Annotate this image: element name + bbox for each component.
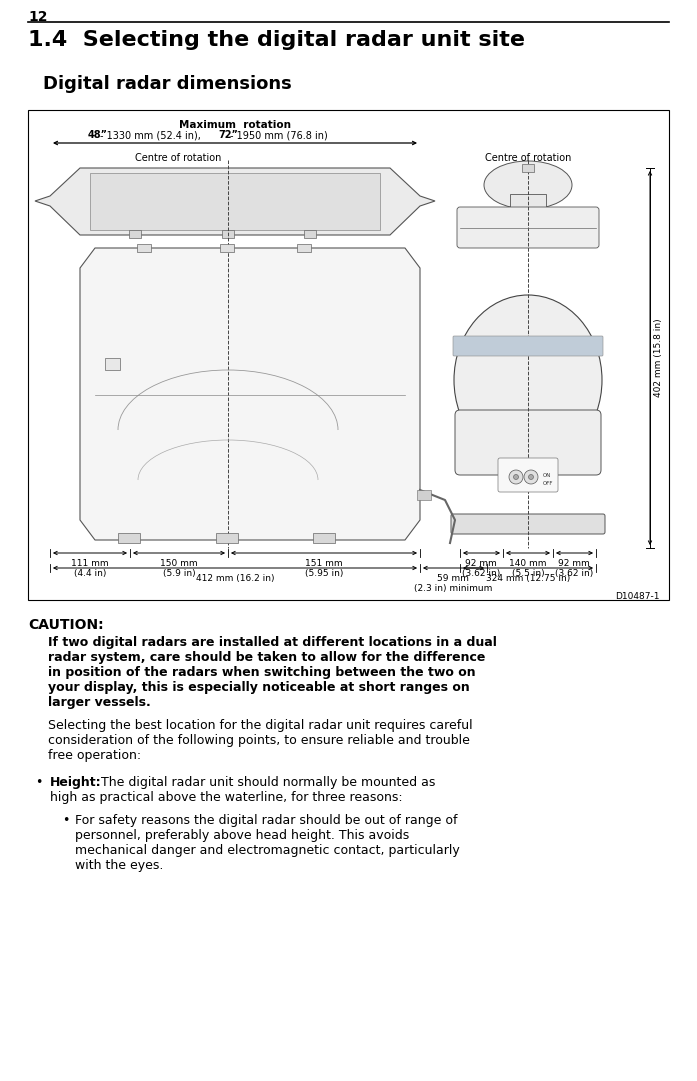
Bar: [28, 110, 669, 600]
Text: Height:: Height:: [50, 776, 102, 789]
Bar: [510, 193, 546, 212]
Text: your display, this is especially noticeable at short ranges on: your display, this is especially noticea…: [48, 681, 470, 694]
Text: 150 mm
(5.9 in): 150 mm (5.9 in): [160, 559, 198, 578]
Text: - 1330 mm (52.4 in),: - 1330 mm (52.4 in),: [100, 130, 204, 141]
Text: 151 mm
(5.95 in): 151 mm (5.95 in): [305, 559, 343, 578]
Text: free operation:: free operation:: [48, 749, 141, 762]
Polygon shape: [35, 168, 435, 235]
Text: •: •: [62, 814, 70, 827]
FancyBboxPatch shape: [453, 336, 603, 356]
Text: •: •: [35, 776, 43, 789]
Circle shape: [524, 470, 538, 484]
Text: in position of the radars when switching between the two on: in position of the radars when switching…: [48, 666, 475, 679]
FancyBboxPatch shape: [451, 513, 605, 534]
Text: 72”: 72”: [218, 130, 238, 141]
Text: CAUTION:: CAUTION:: [28, 618, 104, 632]
Text: Digital radar dimensions: Digital radar dimensions: [43, 75, 292, 93]
FancyBboxPatch shape: [458, 214, 598, 240]
Text: Maximum  rotation: Maximum rotation: [179, 120, 291, 130]
Text: 140 mm
(5.5 in): 140 mm (5.5 in): [510, 559, 546, 578]
Text: For safety reasons the digital radar should be out of range of: For safety reasons the digital radar sho…: [75, 814, 457, 827]
FancyBboxPatch shape: [455, 410, 601, 475]
Bar: [304, 230, 316, 238]
Text: 12: 12: [28, 10, 47, 24]
Circle shape: [509, 470, 523, 484]
Bar: [105, 358, 120, 370]
Text: 1.4  Selecting the digital radar unit site: 1.4 Selecting the digital radar unit sit…: [28, 30, 525, 50]
Bar: [313, 533, 335, 543]
Ellipse shape: [454, 295, 602, 465]
Text: OFF: OFF: [543, 481, 553, 486]
Bar: [417, 490, 431, 501]
Text: Centre of rotation: Centre of rotation: [135, 154, 221, 163]
Text: 402 mm (15.8 in): 402 mm (15.8 in): [654, 319, 663, 398]
Bar: [220, 244, 234, 252]
FancyBboxPatch shape: [498, 458, 558, 492]
Text: 48”: 48”: [88, 130, 108, 141]
Text: personnel, preferably above head height. This avoids: personnel, preferably above head height.…: [75, 829, 409, 842]
Bar: [129, 230, 141, 238]
Text: 92 mm
(3.62 in): 92 mm (3.62 in): [555, 559, 593, 578]
Text: If two digital radars are installed at different locations in a dual: If two digital radars are installed at d…: [48, 636, 497, 649]
Polygon shape: [80, 248, 420, 540]
Bar: [222, 230, 234, 238]
Text: 111 mm
(4.4 in): 111 mm (4.4 in): [71, 559, 109, 578]
Text: radar system, care should be taken to allow for the difference: radar system, care should be taken to al…: [48, 651, 485, 664]
Text: Selecting the best location for the digital radar unit requires careful: Selecting the best location for the digi…: [48, 719, 473, 732]
Text: 92 mm
(3.62 in): 92 mm (3.62 in): [462, 559, 500, 578]
Bar: [118, 533, 140, 543]
Text: 324 mm (12.75 in): 324 mm (12.75 in): [486, 574, 570, 583]
Bar: [137, 244, 151, 252]
Bar: [522, 164, 534, 172]
Text: Centre of rotation: Centre of rotation: [485, 154, 571, 163]
Bar: [216, 533, 238, 543]
Text: high as practical above the waterline, for three reasons:: high as practical above the waterline, f…: [50, 791, 403, 804]
Text: ON: ON: [543, 473, 551, 478]
Circle shape: [514, 475, 519, 480]
Text: consideration of the following points, to ensure reliable and trouble: consideration of the following points, t…: [48, 734, 470, 747]
FancyBboxPatch shape: [457, 206, 599, 248]
Text: 412 mm (16.2 in): 412 mm (16.2 in): [196, 574, 274, 583]
Text: D10487-1: D10487-1: [615, 592, 660, 601]
Text: 59 mm
(2.3 in) minimum: 59 mm (2.3 in) minimum: [414, 574, 492, 593]
Text: with the eyes.: with the eyes.: [75, 859, 163, 872]
Text: - 1950 mm (76.8 in): - 1950 mm (76.8 in): [230, 130, 328, 141]
Polygon shape: [90, 173, 380, 230]
Text: mechanical danger and electromagnetic contact, particularly: mechanical danger and electromagnetic co…: [75, 844, 460, 857]
Circle shape: [528, 475, 533, 480]
Ellipse shape: [484, 161, 572, 209]
Bar: [297, 244, 311, 252]
Text: larger vessels.: larger vessels.: [48, 696, 151, 709]
Text: The digital radar unit should normally be mounted as: The digital radar unit should normally b…: [97, 776, 436, 789]
